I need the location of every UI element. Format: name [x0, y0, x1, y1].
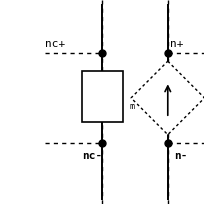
Text: m: m	[128, 102, 133, 111]
Polygon shape	[130, 61, 204, 135]
Text: n+: n+	[169, 39, 182, 49]
Bar	[82, 71, 122, 122]
Text: n-: n-	[173, 151, 186, 161]
Text: G: G	[106, 85, 114, 99]
Text: nc-: nc-	[82, 151, 102, 161]
Text: nc+: nc+	[45, 39, 65, 49]
